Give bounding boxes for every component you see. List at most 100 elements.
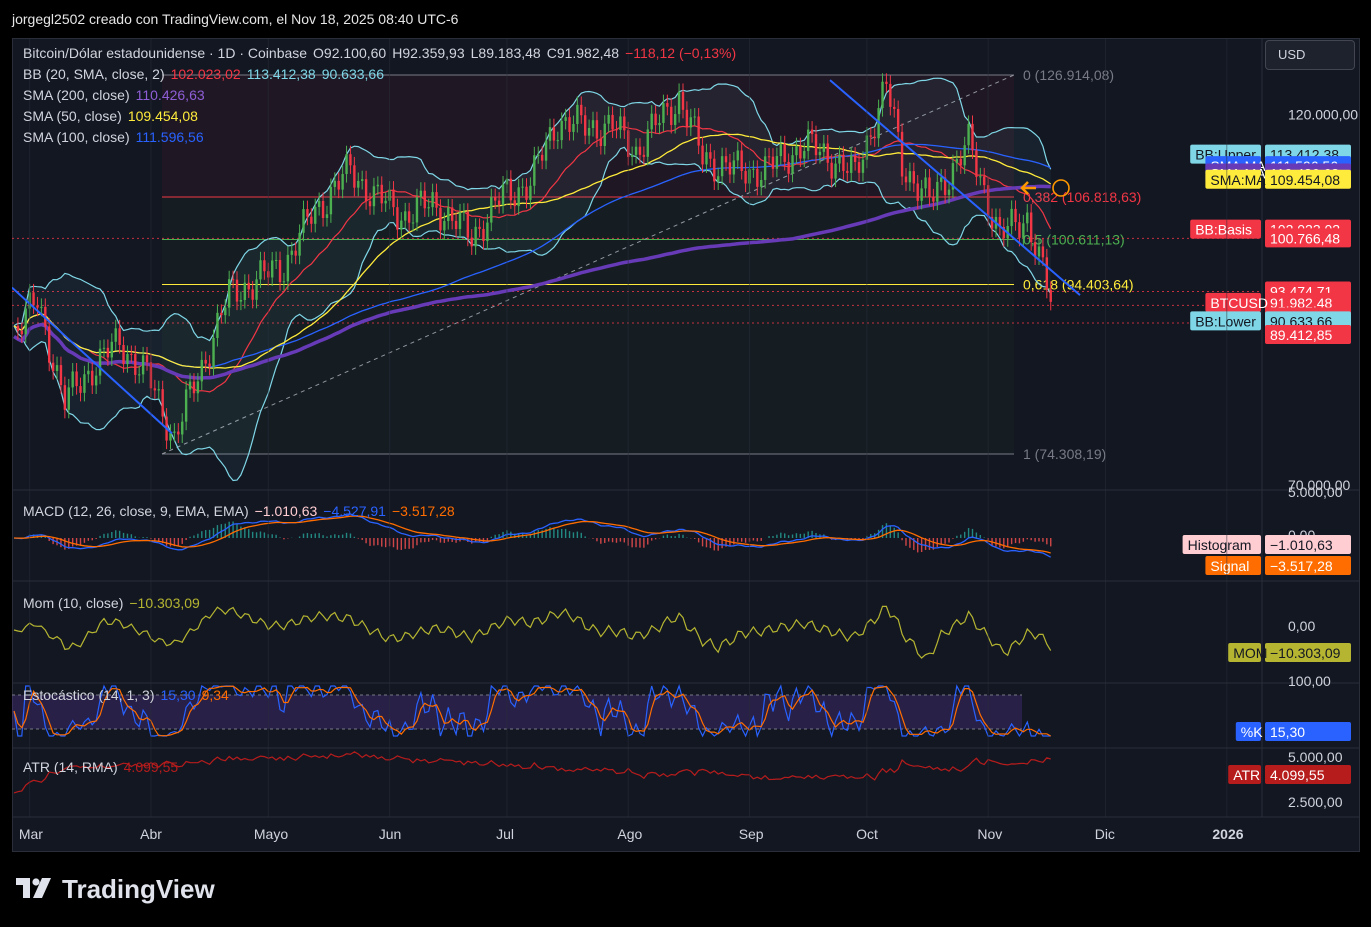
candle [478,226,481,229]
candle [533,155,536,186]
candle [243,282,247,301]
candle [814,134,818,156]
candle [760,180,763,187]
macd-value: −4.527,91 [323,503,386,519]
candle [724,156,728,163]
left-arrow-icon [1020,181,1036,195]
candle [654,113,657,126]
momentum-line [13,605,1052,659]
candle [732,160,736,175]
candle [583,115,587,136]
candle [427,207,430,209]
candle [482,228,485,242]
candle [130,353,133,355]
atr-legend: ATR (14, RMA) 4.099,55 [23,759,184,775]
candle [235,279,239,302]
time-tick: Abr [140,826,162,842]
candle [900,131,904,177]
candle [392,189,395,208]
candle [1041,246,1045,258]
macd-signal-label: −3.517,28 Signal [1205,556,1351,575]
bb-basis-value: 102.023,02 [170,66,241,82]
candle [928,177,931,198]
axis-tag-bg [1205,169,1261,189]
chart-canvas[interactable]: 0 (126.914,08) 0,382 (106.818,63) 0,5 (100… [12,38,1360,852]
candle [744,171,747,184]
atr-tick: 5.000,00 [1288,749,1343,765]
candle [685,109,689,128]
candle [924,177,927,189]
candle [161,389,164,417]
candle [192,381,196,394]
candle [673,114,677,125]
candle [529,185,532,200]
candle [67,387,70,410]
candle [376,184,380,187]
candle [435,192,438,208]
candle [231,279,235,281]
candle [560,120,563,141]
candle [91,370,94,386]
mom-axis-label-tag: MOM [1233,645,1267,661]
macd-signal-value: −3.517,28 [391,503,455,519]
macd-hist-label-bg [1265,535,1351,554]
candle [380,184,383,204]
candle [51,362,55,372]
candle [220,312,223,316]
stoch-legend: Estocástico (14, 1, 3) 15,30 9,34 [23,687,235,703]
candle [548,127,552,141]
candle [59,365,63,386]
candle [638,146,642,155]
mom-legend: Mom (10, close) −10.303,09 [23,595,206,611]
bb-upper-value: 113.412,38 [246,66,316,82]
bb-basis-line [13,125,1052,393]
candle [431,192,434,208]
candle [1029,212,1033,243]
candle [177,431,180,435]
axis-tag: BB:Basis [1195,222,1252,238]
candle [513,200,516,207]
candle [1045,257,1049,290]
candle [1018,222,1021,238]
candle [728,162,732,175]
atr-axis-label-value: 4.099,55 [1270,767,1325,783]
candle [466,211,470,238]
candle [400,220,403,230]
macd-signal-label-bg [1265,556,1351,575]
bb-lower-value: 90.633,66 [321,66,385,82]
candle [314,206,317,224]
legend-high: H92.359,93 [392,45,465,61]
axis-price-label-bg [1265,169,1351,189]
mom-tick: 0,00 [1288,618,1315,634]
mom-value: −10.303,09 [129,595,200,611]
sma50-line [13,133,1052,369]
candle [200,359,203,382]
candle [611,114,614,130]
candle [799,146,802,159]
currency-button[interactable]: USD [1265,40,1355,70]
candle [959,158,962,166]
candle [404,211,407,221]
candle [329,186,333,215]
macd-line [13,513,1052,558]
macd-signal-label-tag-bg [1205,556,1261,575]
candle [525,186,528,200]
axis-tag-bg [1190,311,1261,331]
atr-value: 4.099,55 [123,759,179,775]
candle [709,152,712,159]
candle [87,370,90,375]
candle [775,156,779,169]
candle [666,103,669,107]
candle [983,176,986,186]
candle [364,179,368,202]
sma100-label: SMA (100, close) [23,129,130,145]
candle [454,220,458,230]
candle [126,353,129,365]
candle [490,197,493,223]
stoch-k-value: 15,30 [160,687,196,703]
candle [990,216,994,229]
macd-hist-label-value: −1.010,63 [1270,537,1333,553]
candle [224,307,227,316]
axis-tag: BB:Lower [1195,313,1256,329]
candle [662,103,665,123]
